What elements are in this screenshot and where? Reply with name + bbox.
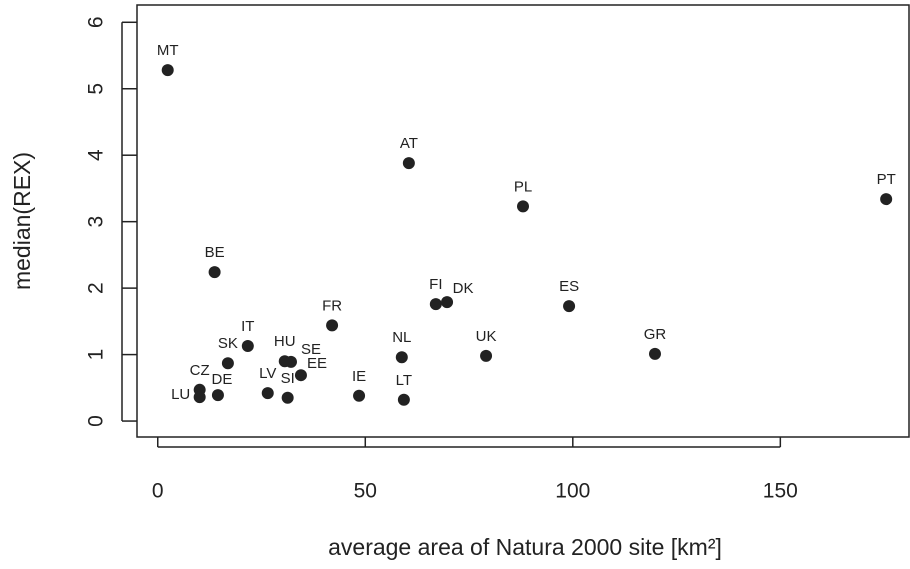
point xyxy=(880,193,893,206)
point-label: FR xyxy=(322,297,342,314)
point-label: UK xyxy=(476,328,497,345)
point xyxy=(161,64,174,77)
point xyxy=(429,298,442,311)
point xyxy=(326,319,339,332)
point xyxy=(353,389,366,402)
point-label: DK xyxy=(453,280,474,297)
point-label: DE xyxy=(212,371,233,388)
point-label: IT xyxy=(241,318,254,335)
point xyxy=(284,355,297,368)
point xyxy=(241,339,254,352)
point xyxy=(193,391,206,404)
point xyxy=(221,357,234,370)
point-label: NL xyxy=(392,329,411,346)
x-axis-title: average area of Natura 2000 site [km²] xyxy=(328,534,722,560)
point-label: LU xyxy=(171,386,190,403)
point-label: PL xyxy=(514,178,532,195)
y-tick-label: 5 xyxy=(85,83,108,95)
x-tick-label: 150 xyxy=(763,480,798,503)
point-label: LT xyxy=(396,372,412,389)
y-tick-label: 6 xyxy=(85,16,108,28)
point xyxy=(211,389,224,402)
point-label: SK xyxy=(218,335,238,352)
point-label: CZ xyxy=(190,362,210,379)
x-tick-label: 50 xyxy=(354,480,377,503)
point xyxy=(397,393,410,406)
y-tick-label: 2 xyxy=(85,282,108,294)
plot-frame xyxy=(136,4,910,438)
y-tick-label: 0 xyxy=(85,415,108,427)
point xyxy=(563,300,576,313)
x-tick-label: 0 xyxy=(152,480,164,503)
x-tick-label: 100 xyxy=(555,480,590,503)
point-label: IE xyxy=(352,368,366,385)
point-label: EE xyxy=(307,355,327,372)
point xyxy=(294,369,307,382)
point-label: GR xyxy=(644,326,667,343)
point xyxy=(261,387,274,400)
point-label: FI xyxy=(429,276,442,293)
point xyxy=(402,157,415,170)
point-label: SE xyxy=(301,341,321,358)
point-label: AT xyxy=(400,135,418,152)
point-label: ES xyxy=(559,278,579,295)
point-label: MT xyxy=(157,42,179,59)
y-tick-label: 1 xyxy=(85,349,108,361)
point-label: HU xyxy=(274,333,296,350)
point-label: LV xyxy=(259,365,276,382)
y-axis-title: median(REX) xyxy=(9,152,35,290)
point xyxy=(281,391,294,404)
point-label: BE xyxy=(205,244,225,261)
y-tick-label: 4 xyxy=(85,149,108,161)
point xyxy=(480,349,493,362)
point xyxy=(648,347,661,360)
point xyxy=(395,351,408,364)
point-label: PT xyxy=(877,171,896,188)
point xyxy=(208,266,221,279)
point xyxy=(441,296,454,309)
point-label: SI xyxy=(281,370,295,387)
y-tick-label: 3 xyxy=(85,216,108,228)
point xyxy=(517,200,529,213)
